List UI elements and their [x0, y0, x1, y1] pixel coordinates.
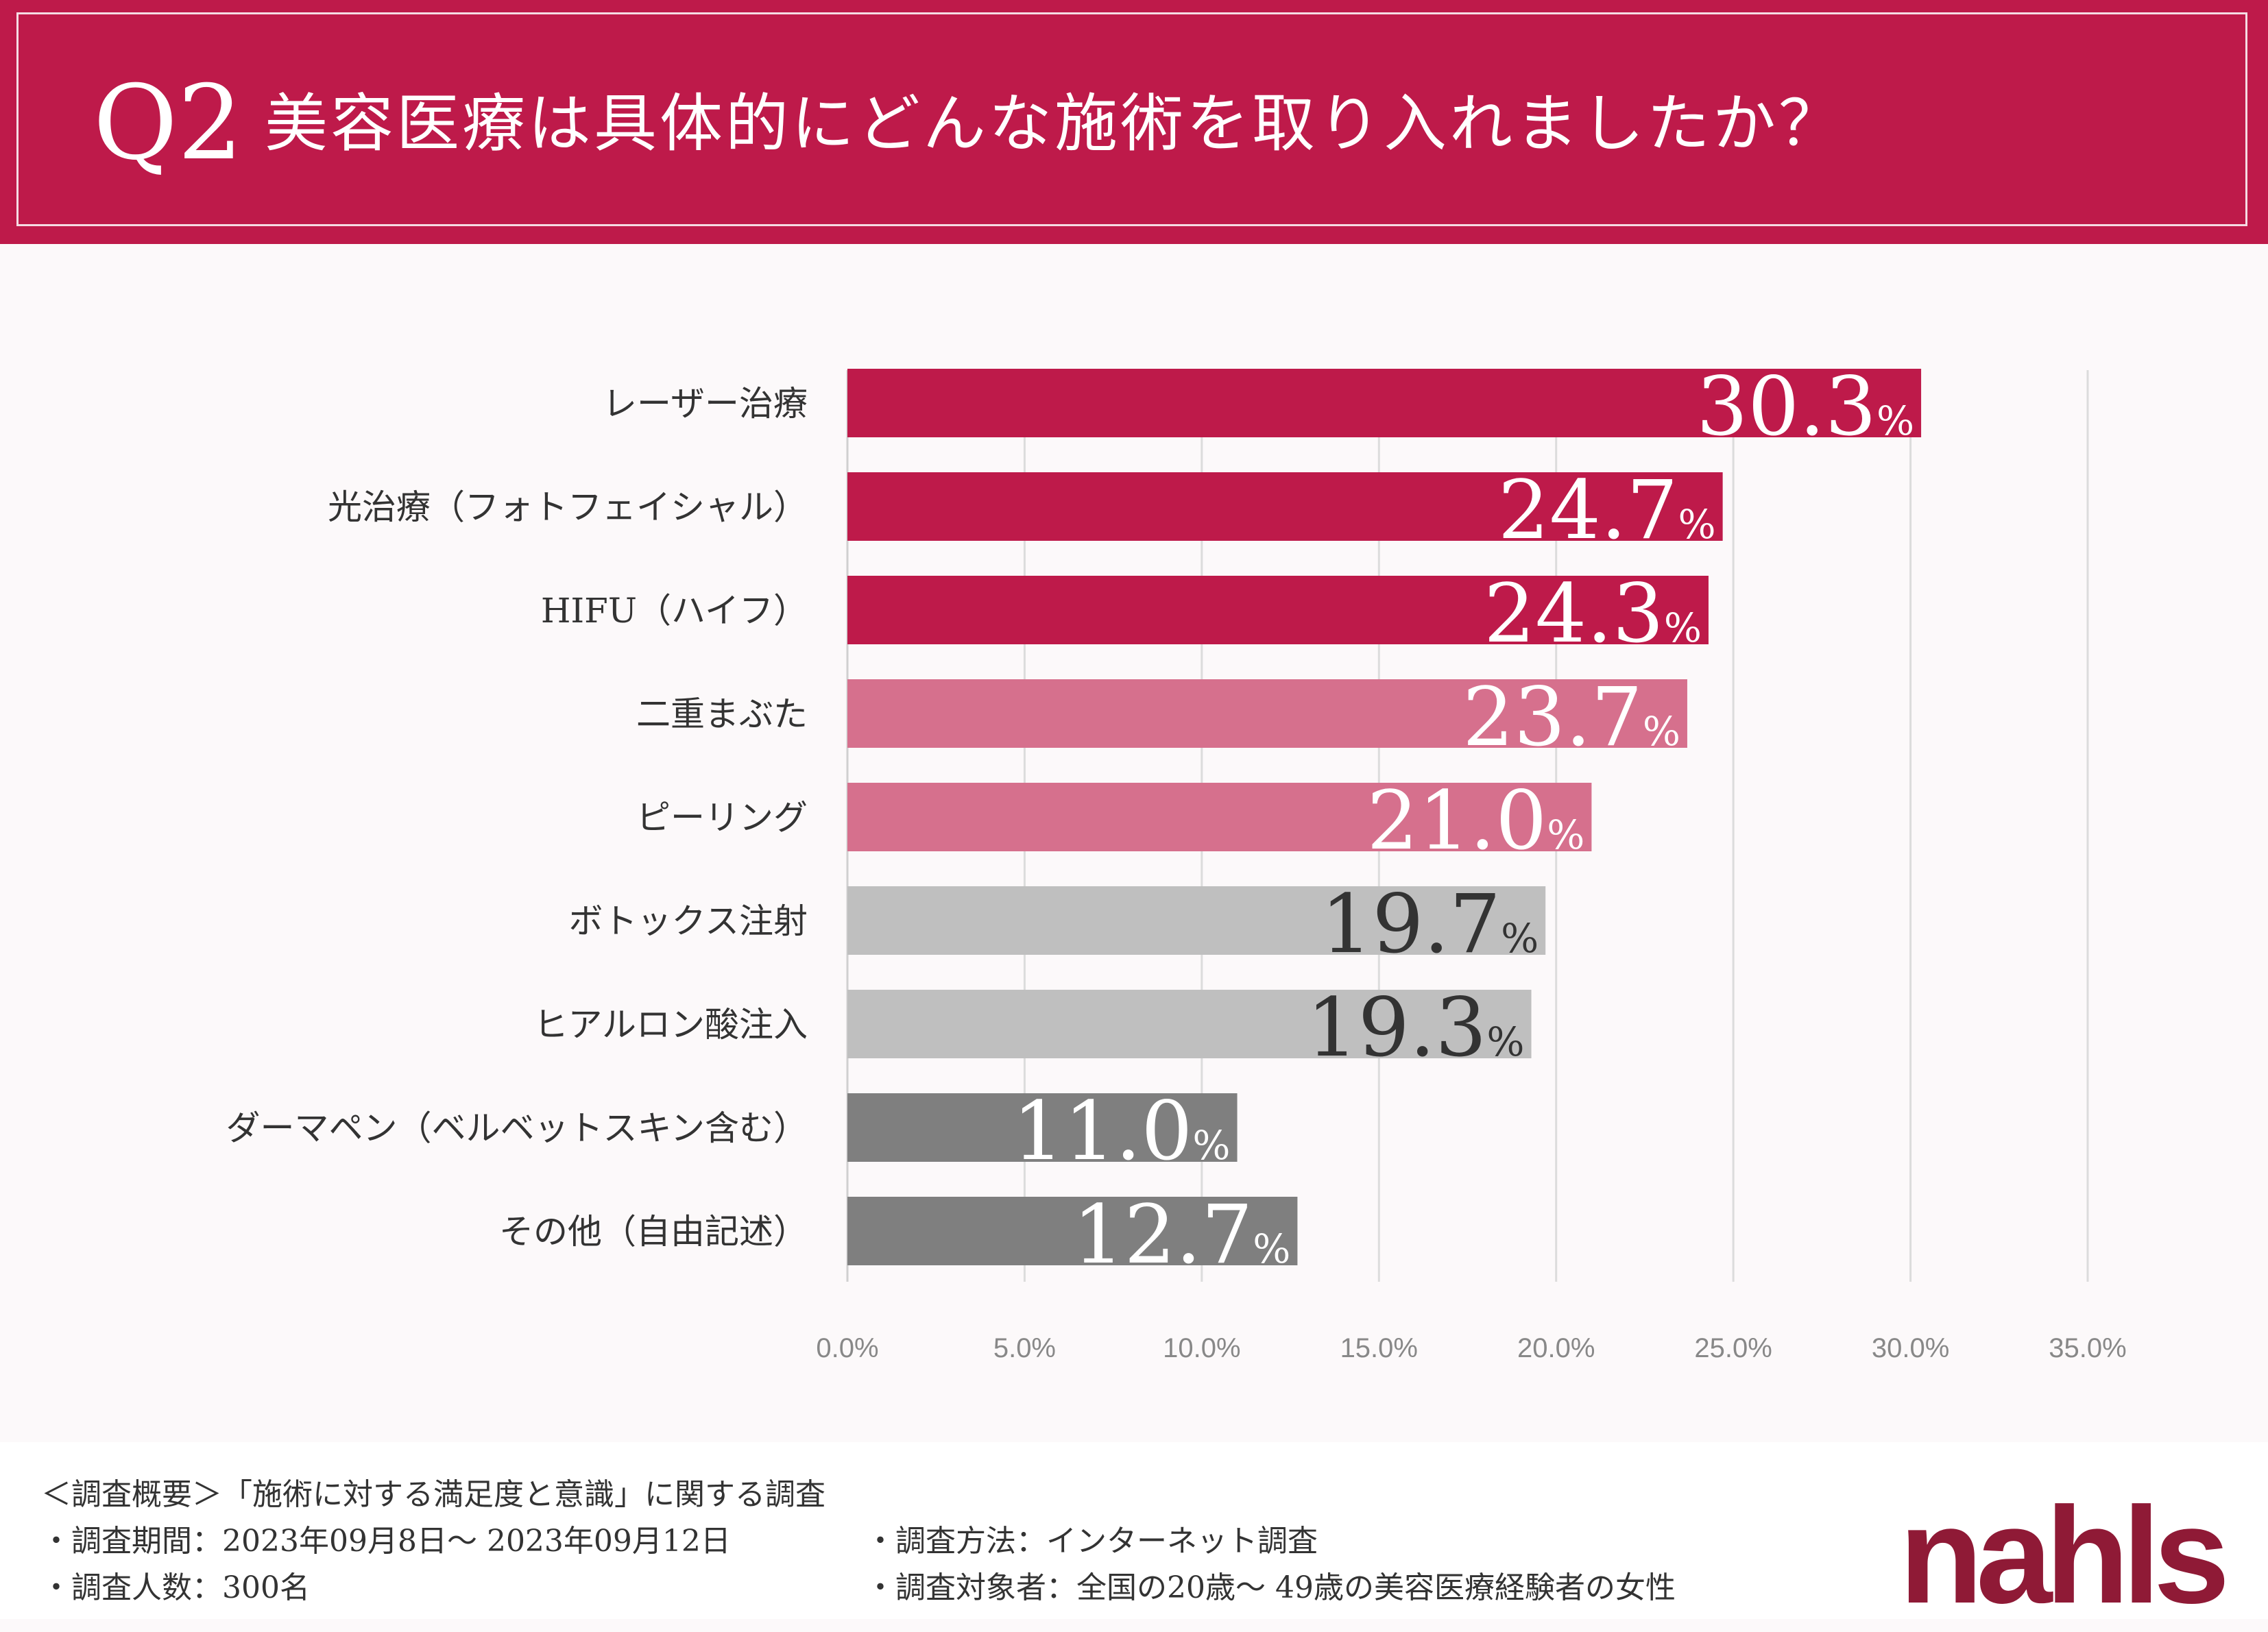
category-label: ピーリング [636, 798, 808, 838]
value-label: 24.3% [1484, 566, 1702, 661]
bar [847, 1197, 1298, 1265]
value-label: 21.0% [1367, 773, 1585, 868]
bar [847, 1093, 1238, 1162]
bar [847, 679, 1687, 748]
x-tick-label: 35.0% [2049, 1333, 2126, 1363]
x-tick-label: 5.0% [993, 1333, 1056, 1363]
survey-count: ・調査人数：300名 [41, 1570, 310, 1605]
value-label: 23.7% [1462, 670, 1680, 764]
x-tick-label: 30.0% [1872, 1333, 1949, 1363]
category-label: ボトックス注射 [569, 901, 808, 941]
bar [847, 369, 1922, 437]
x-tick-label: 0.0% [816, 1333, 878, 1363]
question-title: 美容医療は具体的にどんな施術を取り入れましたか？ [265, 87, 1845, 160]
value-label: 11.0% [1013, 1084, 1231, 1178]
bar [847, 576, 1709, 644]
header-banner: Q2 美容医療は具体的にどんな施術を取り入れましたか？ [0, 0, 2268, 244]
category-label: 光治療（フォトフェイシャル） [328, 487, 808, 527]
category-label: その他（自由記述） [499, 1212, 808, 1252]
category-label: 二重まぶた [636, 694, 808, 734]
category-label: レーザー治療 [603, 384, 808, 424]
x-tick-label: 20.0% [1517, 1333, 1595, 1363]
survey-period: ・調査期間：2023年09月8日～ 2023年09月12日 [41, 1524, 731, 1559]
value-label: 24.7% [1498, 463, 1716, 557]
category-label: ダーマペン（ベルベットスキン含む） [226, 1108, 808, 1148]
value-label: 30.3% [1696, 359, 1914, 454]
value-label: 19.3% [1307, 980, 1525, 1075]
bar [847, 886, 1546, 955]
category-label: HIFU（ハイフ） [541, 591, 808, 631]
nahls-logo: nahls [1899, 1479, 2230, 1632]
bar [847, 472, 1723, 541]
x-tick-label: 10.0% [1163, 1333, 1240, 1363]
footer: ＜調査概要＞「施術に対する満足度と意識」に関する調査 ・調査期間：2023年09… [0, 1442, 2268, 1619]
value-label: 19.7% [1320, 877, 1539, 971]
bar [847, 990, 1532, 1058]
header-frame [16, 12, 2247, 226]
question-number: Q2 [93, 64, 243, 183]
survey-method: ・調査方法：インターネット調査 [865, 1524, 1318, 1559]
bar [847, 783, 1592, 851]
category-label: ヒアルロン酸注入 [534, 1005, 808, 1045]
survey-summary: ＜調査概要＞「施術に対する満足度と意識」に関する調査 [41, 1477, 825, 1512]
bar-chart: 0.0% 5.0% 10.0% 15.0% 20.0% 25.0% 30.0% 35.0% レー… [226, 359, 2127, 1363]
x-tick-label: 25.0% [1694, 1333, 1772, 1363]
value-label: 12.7% [1073, 1187, 1291, 1282]
x-tick-label: 15.0% [1340, 1333, 1418, 1363]
survey-target: ・調査対象者：全国の20歳～ 49歳の美容医療経験者の女性 [865, 1570, 1676, 1605]
